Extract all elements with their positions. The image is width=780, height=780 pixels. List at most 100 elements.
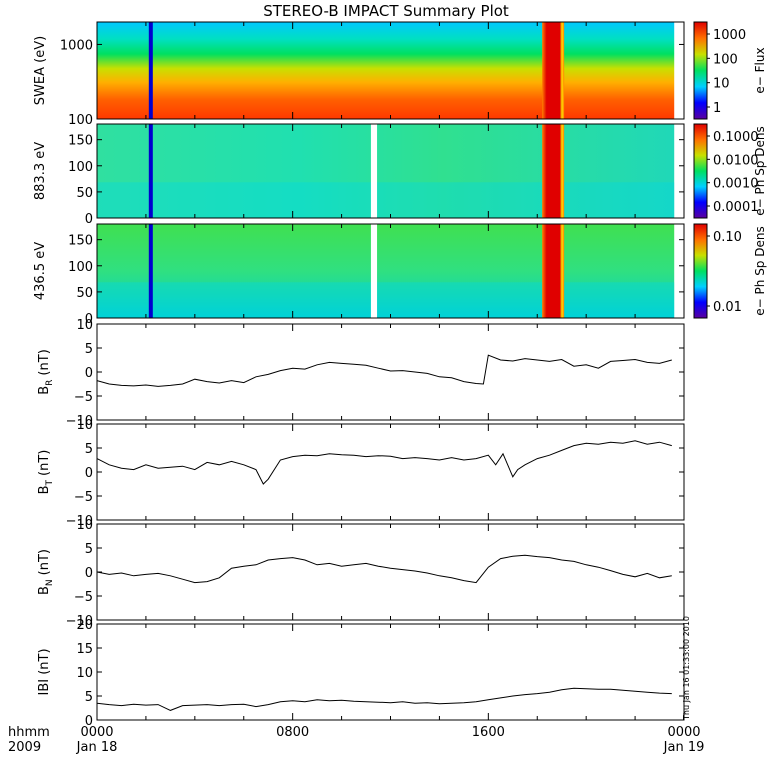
date-tick-label: Jan 19 <box>663 740 705 755</box>
spectrogram-enhancement <box>542 224 565 318</box>
time-axis-row1-label: hhmm <box>8 725 50 740</box>
y-axis-label: BT (nT) <box>37 450 55 495</box>
plot-frame <box>96 323 685 421</box>
panel-swea: 1000 100 SWEA (eV) 1000 100 10 1 e− Flux <box>33 21 767 128</box>
plot-timestamp: Thu Jan 16 01:33:00 2010 <box>682 616 691 721</box>
y-tick-label: 0 <box>85 212 93 227</box>
colorbar-tick-label: 0.0010 <box>713 177 759 192</box>
y-tick-label: 5 <box>85 342 93 357</box>
y-tick-label: 10 <box>76 418 93 433</box>
y-axis-label: IBI (nT) <box>37 648 52 695</box>
y-tick-label: 10 <box>76 666 93 681</box>
colorbar-label: e− Flux <box>753 47 767 93</box>
panel-br: 10 5 0 −5 −10 BR (nT) <box>37 318 685 429</box>
time-tick-label: 0800 <box>276 725 309 740</box>
y-tick-label: 150 <box>68 134 93 149</box>
y-tick-label: 100 <box>68 113 93 128</box>
y-axis-label-subscript: R <box>45 380 55 386</box>
colorbar-tick-label: 1000 <box>713 28 746 43</box>
colorbar-tick-label: 0.0100 <box>713 153 759 168</box>
y-axis-label-unit: (nT) <box>37 549 52 575</box>
y-tick-label: 5 <box>85 690 93 705</box>
y-axis-label: 883.3 eV <box>33 142 48 200</box>
colorbar-tick-label: 1 <box>713 101 721 116</box>
plot-frame <box>96 423 685 521</box>
spectrogram-dropout <box>148 124 153 218</box>
colorbar <box>693 123 708 219</box>
data-gap <box>370 124 378 218</box>
y-tick-label: −5 <box>74 390 93 405</box>
y-axis-label: 436.5 eV <box>33 242 48 300</box>
colorbar-label: e− Ph Sp Dens <box>753 126 767 215</box>
y-axis-label: BN (nT) <box>37 549 55 595</box>
y-axis-label-symbol: B <box>37 386 52 395</box>
y-tick-label: −5 <box>74 490 93 505</box>
y-axis-label-subscript: N <box>45 579 55 586</box>
spectrogram-enhancement <box>542 124 565 218</box>
y-axis-label-symbol: B <box>37 586 52 595</box>
y-tick-label: 15 <box>76 642 93 657</box>
spectrogram-fill <box>97 224 675 318</box>
spectrogram-lowband <box>97 282 675 318</box>
y-tick-label: 10 <box>76 318 93 333</box>
series-line-bt <box>96 440 672 485</box>
y-tick-label: −10 <box>66 514 93 529</box>
data-gap <box>370 224 378 318</box>
plot-frame <box>96 523 685 621</box>
y-tick-label: 10 <box>76 518 93 533</box>
colorbar-tick-label: 0.1000 <box>713 130 759 145</box>
y-axis-label-symbol: B <box>37 485 52 494</box>
time-axis-row2-label: 2009 <box>8 740 41 755</box>
y-tick-label: 100 <box>68 160 93 175</box>
y-tick-label: 0 <box>85 366 93 381</box>
y-tick-label: 0 <box>85 466 93 481</box>
spectrogram-fill <box>97 22 675 119</box>
y-tick-label: 5 <box>85 442 93 457</box>
panel-btot: 20 15 10 5 0 IBI (nT) <box>37 618 685 729</box>
panel-bn: 10 5 0 −5 −10 BN (nT) <box>37 518 685 629</box>
spectrogram-lowband <box>97 182 675 218</box>
colorbar-tick-label: 100 <box>713 52 738 67</box>
colorbar-tick-label: 0.01 <box>713 300 742 315</box>
spectrogram-dropout <box>148 224 153 318</box>
time-tick-label: 1600 <box>472 725 505 740</box>
y-tick-label: 100 <box>68 260 93 275</box>
y-axis-label: SWEA (eV) <box>33 36 48 105</box>
y-axis-label-subscript: T <box>45 479 55 486</box>
colorbar <box>693 223 708 319</box>
spectrogram-dropout <box>148 22 153 119</box>
series-line-br <box>96 354 672 387</box>
colorbar <box>693 21 708 120</box>
y-tick-label: 5 <box>85 542 93 557</box>
y-axis-label: BR (nT) <box>37 349 55 395</box>
colorbar-label: e− Ph Sp Dens <box>753 226 767 315</box>
y-tick-label: 0 <box>85 566 93 581</box>
y-tick-label: 20 <box>76 618 93 633</box>
panel-pad-883: 150 100 50 0 883.3 eV 0.1000 0.0100 0.0010 0.000… <box>33 123 767 227</box>
time-tick-label: 0000 <box>667 725 700 740</box>
figure-title: STEREO-B IMPACT Summary Plot <box>263 2 509 20</box>
y-tick-label: −10 <box>66 614 93 629</box>
y-tick-label: −5 <box>74 590 93 605</box>
y-tick-label: 1000 <box>60 38 93 53</box>
date-tick-label: Jan 18 <box>76 740 118 755</box>
y-tick-label: 0 <box>85 714 93 729</box>
y-tick-label: 150 <box>68 234 93 249</box>
panel-pad-436: 150 100 50 0 436.5 eV 0.10 0.01 e− Ph Sp Dens <box>33 223 767 327</box>
y-axis-label-unit: (nT) <box>37 349 52 375</box>
series-line-bn <box>96 554 672 584</box>
spectrogram-enhancement <box>542 22 565 119</box>
y-tick-label: 0 <box>85 312 93 327</box>
y-tick-label: 50 <box>76 186 93 201</box>
time-tick-label: 0000 <box>80 725 113 740</box>
spectrogram-fill <box>97 124 675 218</box>
panel-bt: 10 5 0 −5 −10 BT (nT) <box>37 418 685 529</box>
colorbar-tick-label: 0.0001 <box>713 200 759 215</box>
series-line-btot <box>96 687 672 711</box>
colorbar-tick-label: 10 <box>713 77 730 92</box>
y-axis-label-unit: (nT) <box>37 450 52 476</box>
y-tick-label: −10 <box>66 414 93 429</box>
y-tick-label: 50 <box>76 286 93 301</box>
